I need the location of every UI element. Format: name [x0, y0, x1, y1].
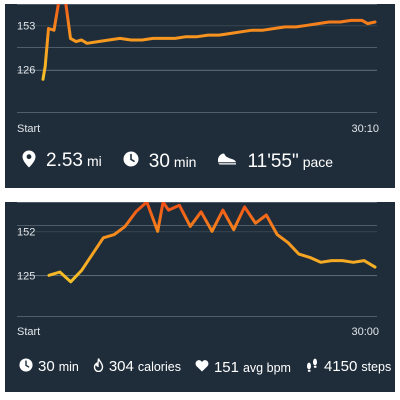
duration-value: 30: [38, 358, 55, 375]
heart-rate-stat: 151 avg bpm: [195, 359, 291, 377]
steps-value: 4150: [323, 358, 358, 375]
workout-summary: 30 min 304 calories 151 avg bpm 4150 ste…: [5, 358, 395, 377]
y-tick-label: 152: [17, 226, 35, 238]
heart-rate-chart-card: 125 152 Start 30:00 30 min 304 calories 151…: [5, 202, 395, 392]
duration-value: 30: [148, 150, 170, 172]
calories-stat: 304 calories: [93, 358, 181, 377]
y-tick-label: 126: [17, 64, 35, 76]
clock-icon: [123, 151, 139, 172]
duration-stat: 30 min: [19, 358, 79, 377]
heart-rate-plot: 125 152 Start 30:00: [17, 202, 379, 338]
avg-bpm-value: 151: [213, 358, 239, 376]
pace-unit: pace: [302, 153, 334, 170]
duration-unit: min: [58, 360, 79, 374]
x-start-label: Start: [17, 123, 40, 135]
distance-value: 2.53: [46, 150, 83, 171]
steps-stat: 4150 steps: [305, 358, 391, 377]
distance-chart-card: 126 153 Start 30:10 2.53 mi 30 min 11'55" p…: [5, 4, 395, 188]
y-tick-label: 125: [17, 270, 35, 282]
heart-rate-line: [47, 202, 377, 284]
heart-icon: [195, 359, 209, 377]
calories-unit: calories: [137, 360, 181, 374]
calories-value: 304: [108, 358, 134, 375]
x-end-label: 30:10: [351, 123, 379, 135]
location-pin-icon: [22, 150, 36, 173]
duration-unit: min: [173, 153, 197, 170]
flame-icon: [93, 358, 104, 377]
distance-stat: 2.53 mi: [22, 150, 102, 173]
pace-value: 11'55": [247, 150, 299, 172]
y-tick-label: 153: [17, 20, 35, 32]
x-start-label: Start: [17, 326, 40, 338]
duration-stat: 30 min: [123, 150, 197, 173]
distance-unit: mi: [86, 153, 102, 169]
x-end-label: 30:00: [351, 326, 379, 338]
clock-icon: [19, 358, 33, 377]
steps-unit: steps: [361, 360, 392, 374]
pace-stat: 11'55" pace: [217, 151, 333, 173]
activity-summary: 2.53 mi 30 min 11'55" pace: [5, 150, 395, 173]
footsteps-icon: [305, 358, 319, 377]
heart-rate-line: [41, 4, 377, 81]
avg-bpm-unit: avg bpm: [242, 360, 291, 375]
distance-heart-rate-plot: 126 153 Start 30:10: [17, 4, 379, 135]
running-shoe-icon: [217, 152, 237, 171]
